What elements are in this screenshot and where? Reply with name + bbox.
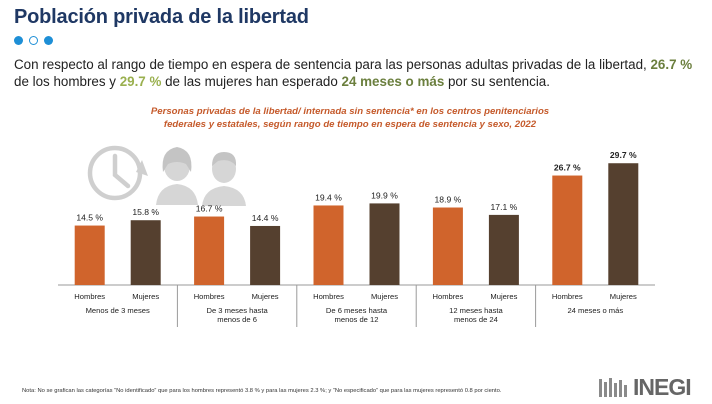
data-label: 18.9 %: [435, 195, 462, 205]
sex-tick-label: Hombres: [74, 292, 105, 301]
category-tick-label: 24 meses o más: [567, 306, 623, 315]
pagination-dot[interactable]: [14, 36, 23, 45]
data-label: 19.9 %: [371, 190, 398, 200]
category-tick-label: menos de 6: [217, 315, 257, 324]
sex-tick-label: Mujeres: [490, 292, 517, 301]
data-label: 19.4 %: [315, 192, 342, 202]
pagination-dot[interactable]: [44, 36, 53, 45]
duration-highlight: 24 meses o más: [341, 74, 445, 89]
bar-mujeres: [608, 163, 639, 285]
sex-tick-label: Hombres: [194, 292, 225, 301]
data-label: 15.8 %: [132, 207, 159, 217]
bar-mujeres: [130, 220, 161, 285]
bars-layer: 14.5 % Hombres 15.8 % Mujeres Menos de 3 mes…: [58, 150, 655, 327]
data-label: 29.7 %: [610, 150, 637, 160]
sex-tick-label: Mujeres: [371, 292, 398, 301]
bar-hombres: [552, 175, 583, 285]
data-label: 14.4 %: [252, 213, 279, 223]
category-tick-label: 12 meses hasta: [449, 306, 503, 315]
sex-tick-label: Mujeres: [610, 292, 637, 301]
bar-hombres: [194, 216, 225, 285]
intro-part: de los hombres y: [14, 74, 120, 89]
sex-tick-label: Mujeres: [132, 292, 159, 301]
page-title: Población privada de la libertad: [14, 6, 309, 28]
intro-part: Con respecto al rango de tiempo en esper…: [14, 57, 651, 72]
intro-part: por su sentencia.: [444, 74, 550, 89]
bar-hombres: [74, 225, 105, 285]
sex-tick-label: Hombres: [432, 292, 463, 301]
inegi-logo-icon: [599, 377, 627, 397]
men-value: 26.7 %: [650, 57, 693, 72]
category-tick-label: Menos de 3 meses: [86, 306, 150, 315]
data-label: 14.5 %: [76, 213, 103, 223]
pagination-dot[interactable]: [29, 36, 38, 45]
clock-icon: [87, 145, 148, 201]
bar-hombres: [313, 205, 344, 285]
bar-mujeres: [250, 225, 281, 285]
pagination-dots: [14, 36, 53, 45]
category-tick-label: De 3 meses hasta: [206, 306, 268, 315]
chart-title-line: federales y estatales, según rango de ti…: [163, 119, 537, 130]
category-tick-label: De 6 meses hasta: [326, 306, 388, 315]
chart-title: Personas privadas de la libertad/ intern…: [100, 105, 600, 131]
footnote: Nota: No se grafican las categorías “No …: [22, 388, 502, 394]
intro-part: de las mujeres han esperado: [161, 74, 342, 89]
inegi-logo-text: INEGI: [633, 374, 692, 400]
woman-icon: [156, 147, 198, 205]
man-icon: [202, 152, 246, 206]
data-label: 26.7 %: [554, 163, 581, 173]
bar-mujeres: [488, 214, 519, 285]
chart-title-line: Personas privadas de la libertad/ intern…: [150, 106, 550, 117]
sex-tick-label: Hombres: [313, 292, 344, 301]
data-label: 16.7 %: [196, 204, 223, 214]
intro-text: Con respecto al rango de tiempo en esper…: [14, 56, 700, 90]
sex-tick-label: Hombres: [552, 292, 583, 301]
women-value: 29.7 %: [119, 74, 162, 89]
category-tick-label: menos de 24: [454, 315, 498, 324]
data-label: 17.1 %: [491, 202, 518, 212]
sex-tick-label: Mujeres: [252, 292, 279, 301]
category-tick-label: menos de 12: [335, 315, 379, 324]
bar-hombres: [432, 207, 463, 285]
bar-mujeres: [369, 203, 400, 285]
inegi-logo: INEGI: [598, 374, 692, 401]
